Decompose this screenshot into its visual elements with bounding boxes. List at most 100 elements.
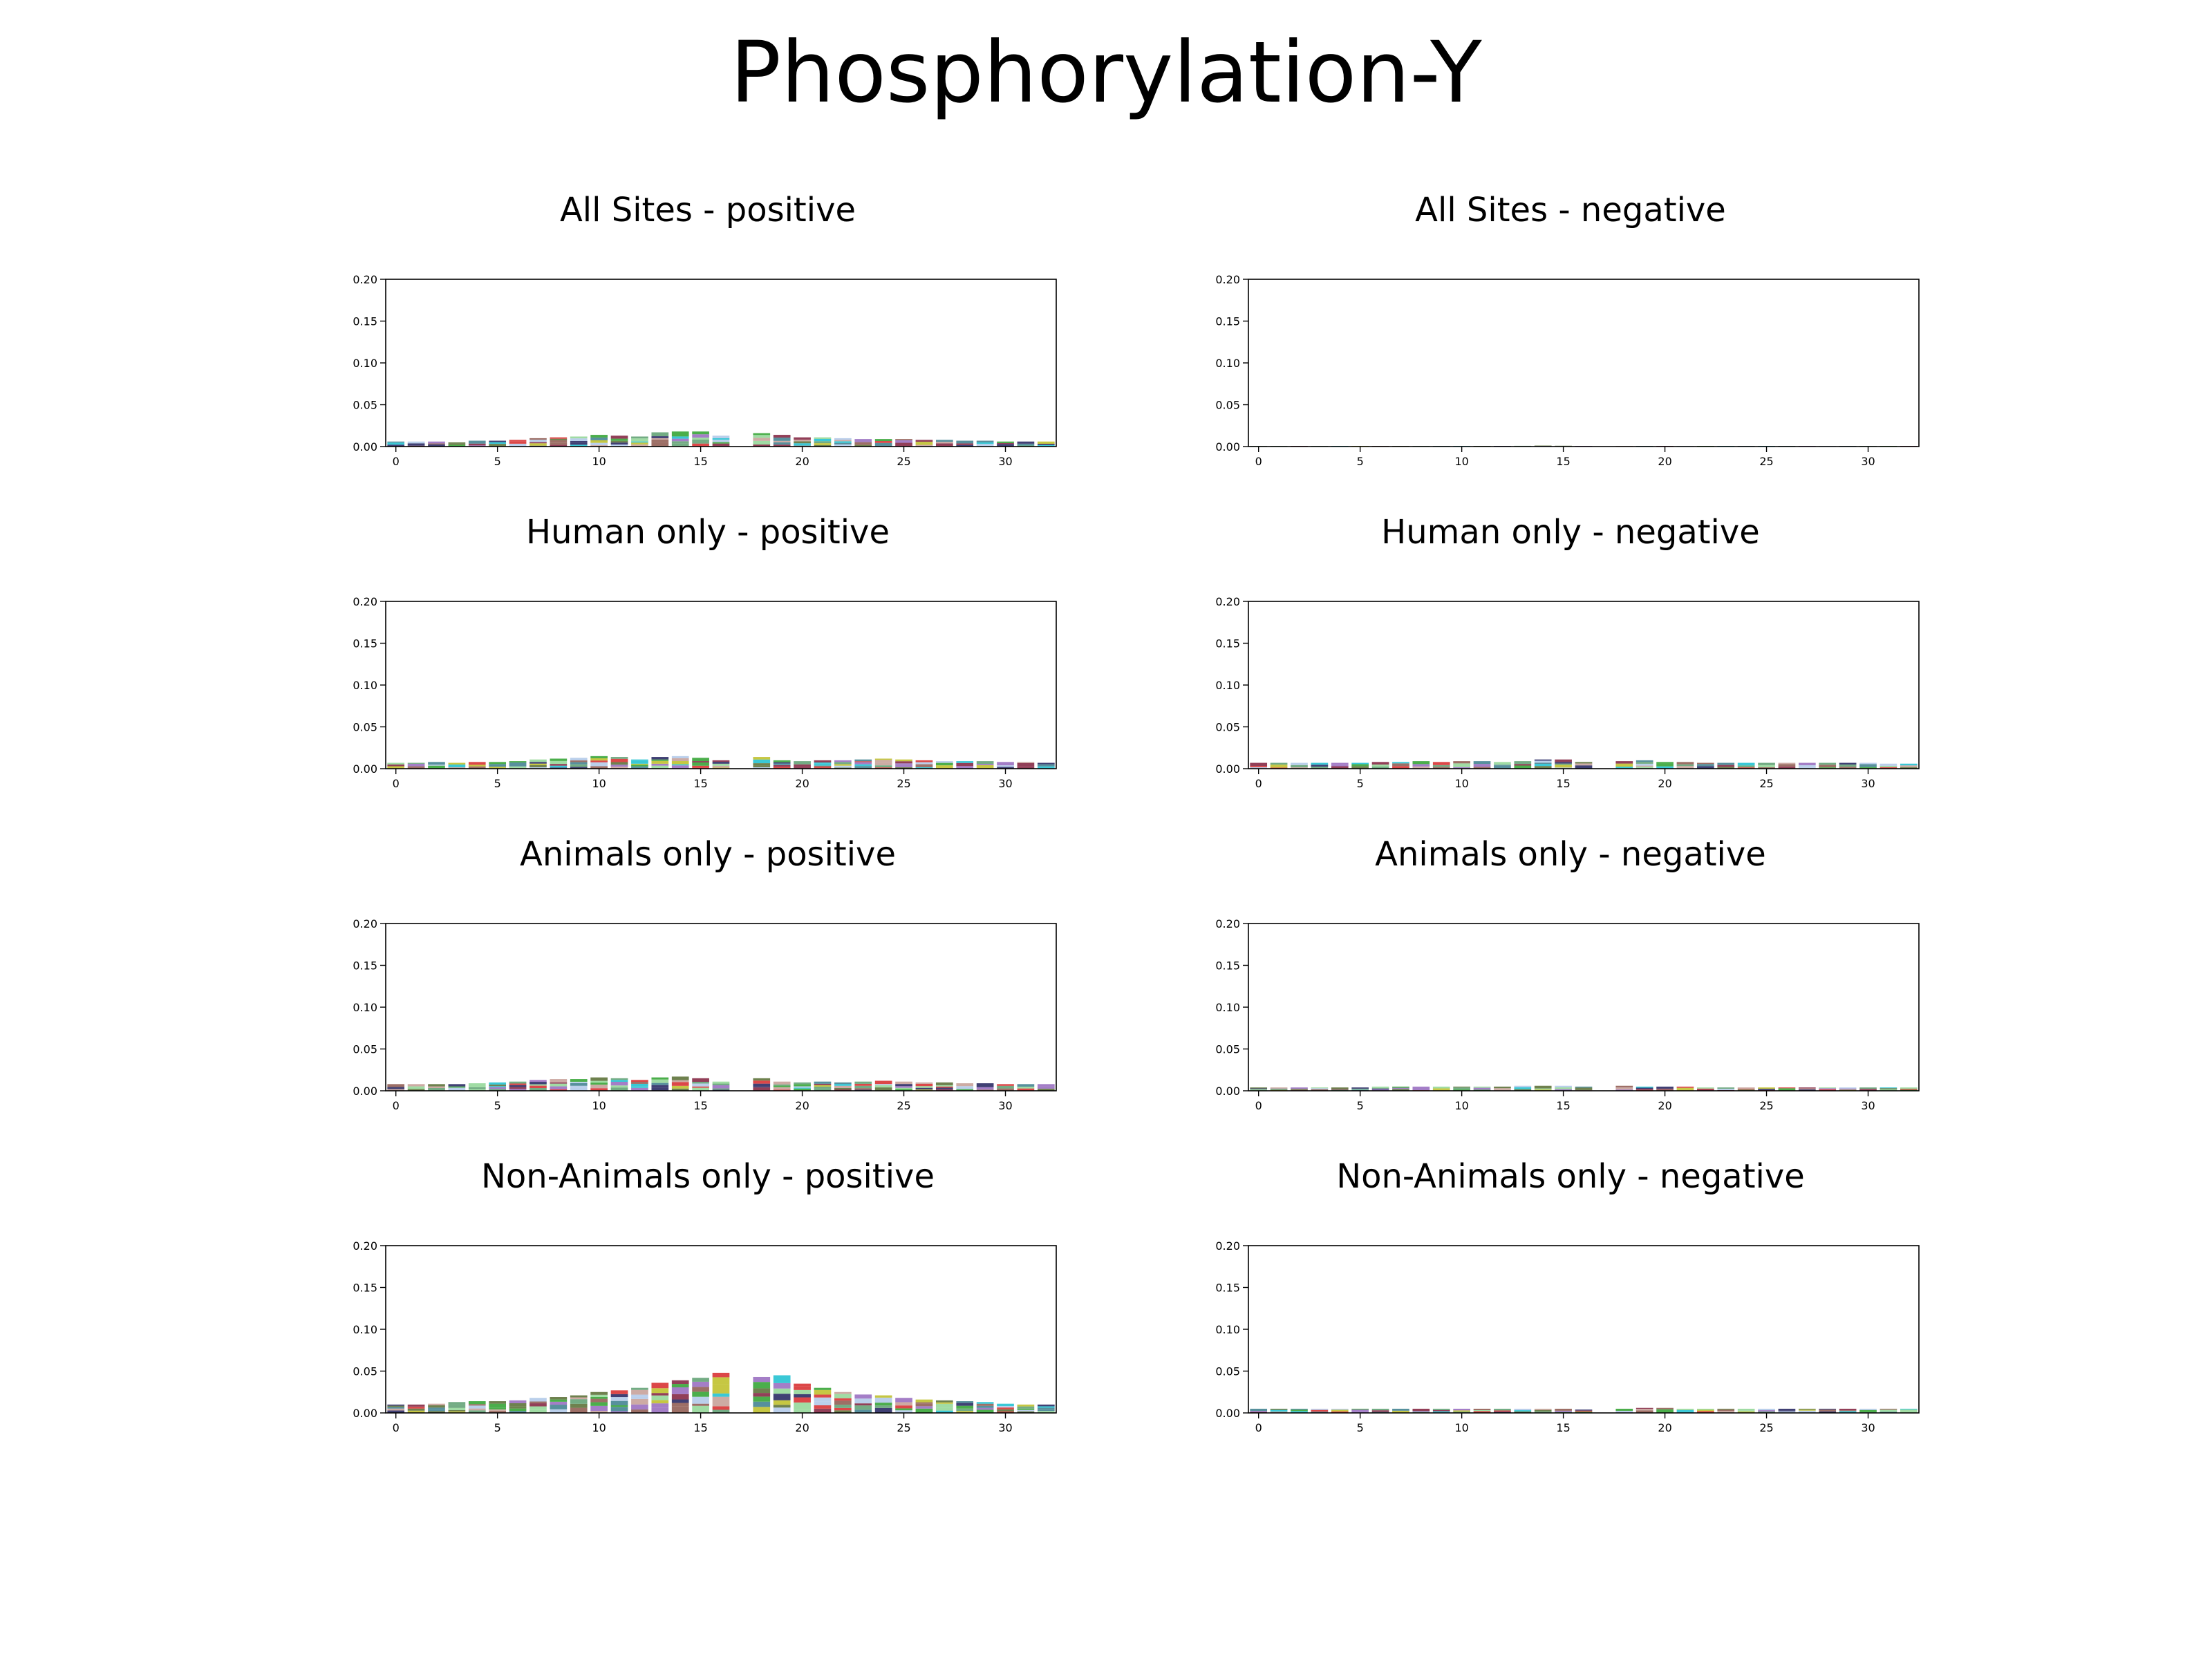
residue-segment <box>1250 1089 1268 1091</box>
residue-segment <box>1737 765 1755 768</box>
residue-segment <box>1758 1412 1775 1413</box>
residue-segment <box>1351 1087 1369 1089</box>
position-stack <box>1037 1084 1055 1091</box>
position-stack <box>1635 1086 1653 1091</box>
residue-segment <box>1900 1409 1918 1412</box>
y-tick-label: 0.00 <box>353 762 377 776</box>
residue-segment <box>407 1089 425 1091</box>
residue-segment <box>773 1400 791 1405</box>
residue-segment <box>550 440 568 443</box>
residue-segment <box>1351 1409 1369 1412</box>
x-tick-label: 20 <box>1658 777 1671 790</box>
position-stack <box>692 1078 709 1091</box>
residue-segment <box>590 766 608 769</box>
residue-segment <box>915 1082 933 1084</box>
residue-segment <box>997 1407 1014 1409</box>
x-tick-label: 10 <box>1454 777 1468 790</box>
position-stack <box>509 1400 527 1413</box>
position-stack <box>1017 1084 1035 1091</box>
residue-segment <box>489 1403 507 1408</box>
residue-segment <box>1412 1412 1430 1413</box>
residue-segment <box>428 1407 445 1409</box>
position-stack <box>834 1391 852 1413</box>
residue-segment <box>387 764 405 767</box>
y-tick-label: 0.05 <box>1215 399 1240 412</box>
residue-segment <box>1717 1411 1735 1413</box>
residue-segment <box>1432 1088 1450 1090</box>
position-stack <box>956 440 974 447</box>
residue-segment <box>1250 762 1268 767</box>
residue-segment <box>854 1409 872 1413</box>
residue-segment <box>550 1399 568 1402</box>
residue-segment <box>468 1083 486 1087</box>
position-stack <box>1798 762 1816 769</box>
residue-segment <box>1859 767 1877 769</box>
position-stack <box>1412 1086 1430 1091</box>
residue-segment <box>794 767 811 769</box>
position-stack <box>1758 1408 1775 1413</box>
residue-segment <box>712 1384 730 1394</box>
residue-segment <box>1859 1087 1877 1089</box>
residue-segment <box>387 1408 405 1411</box>
residue-segment <box>712 1081 730 1084</box>
residue-segment <box>814 1088 832 1091</box>
residue-segment <box>1432 765 1450 767</box>
residue-segment <box>895 1089 912 1091</box>
residue-segment <box>1819 1409 1837 1412</box>
residue-segment <box>489 1087 507 1089</box>
residue-segment <box>387 1405 405 1407</box>
residue-segment <box>1351 764 1369 767</box>
residue-segment <box>834 1407 852 1411</box>
position-stack <box>407 1404 425 1413</box>
residue-segment <box>1555 765 1572 768</box>
residue-segment <box>814 441 832 444</box>
residue-segment <box>1514 1085 1532 1087</box>
residue-segment <box>407 1086 425 1089</box>
residue-segment <box>590 1077 608 1081</box>
residue-segment <box>692 1405 709 1413</box>
residue-segment <box>956 1401 974 1403</box>
residue-segment <box>529 1085 547 1089</box>
position-stack <box>976 440 994 447</box>
residue-segment <box>753 444 771 447</box>
residue-segment <box>610 1080 628 1082</box>
position-stack <box>407 1084 425 1091</box>
residue-segment <box>692 434 709 438</box>
residue-segment <box>854 1088 872 1090</box>
residue-segment <box>794 1402 811 1409</box>
residue-segment <box>671 765 689 769</box>
residue-segment <box>794 764 811 767</box>
y-tick-label: 0.10 <box>353 357 377 370</box>
residue-segment <box>794 1084 811 1087</box>
position-stack <box>1798 1408 1816 1413</box>
y-tick-label: 0.15 <box>1215 1282 1240 1295</box>
residue-segment <box>1778 1411 1796 1413</box>
residue-segment <box>428 1409 445 1412</box>
x-tick-label: 5 <box>494 455 501 468</box>
residue-segment <box>956 766 974 769</box>
residue-segment <box>1615 1087 1633 1090</box>
residue-segment <box>448 767 466 769</box>
residue-segment <box>834 1087 852 1089</box>
logo-plot-all-sites-negative: 0.00 0.05 0.10 0.15 0.20 0 5 10 15 20 25 30 <box>1215 273 1920 468</box>
residue-segment <box>895 765 912 767</box>
position-stack <box>1798 1087 1816 1091</box>
x-tick-label: 5 <box>1357 1099 1364 1112</box>
position-stack <box>1453 1408 1470 1413</box>
position-stack <box>671 756 689 769</box>
position-stack <box>1291 762 1308 769</box>
residue-segment <box>428 1086 445 1088</box>
residue-segment <box>631 1086 648 1088</box>
position-stack <box>489 762 507 769</box>
residue-segment <box>1737 767 1755 769</box>
residue-segment <box>895 763 912 765</box>
residue-segment <box>1494 1086 1511 1089</box>
residue-segment <box>935 442 953 444</box>
residue-segment <box>1250 766 1268 767</box>
residue-segment <box>874 1395 892 1398</box>
residue-segment <box>1291 762 1308 765</box>
residue-segment <box>1839 767 1857 769</box>
residue-segment <box>834 1082 852 1085</box>
position-stack <box>1473 1086 1491 1091</box>
position-stack <box>1534 759 1552 769</box>
